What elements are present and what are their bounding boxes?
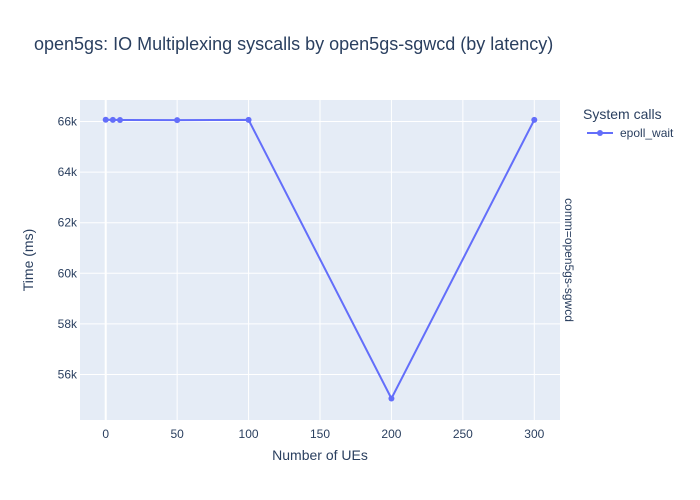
y-tick-label: 66k bbox=[58, 115, 78, 129]
data-point[interactable] bbox=[109, 116, 116, 123]
y-tick-label: 64k bbox=[58, 165, 78, 179]
chart-title: open5gs: IO Multiplexing syscalls by ope… bbox=[34, 34, 553, 54]
x-tick-label: 150 bbox=[310, 427, 330, 441]
data-point[interactable] bbox=[531, 116, 538, 123]
data-point[interactable] bbox=[174, 117, 181, 124]
y-tick-label: 62k bbox=[58, 216, 78, 230]
y-grid bbox=[80, 121, 560, 375]
x-tick-label: 300 bbox=[524, 427, 544, 441]
x-tick-label: 200 bbox=[381, 427, 401, 441]
series-layer bbox=[102, 116, 538, 402]
y-tick-label: 60k bbox=[58, 266, 78, 280]
legend-marker-epoll-wait[interactable] bbox=[597, 130, 603, 136]
y-axis-ticks: 56k 58k 60k 62k 64k 66k bbox=[58, 115, 78, 382]
data-point[interactable] bbox=[388, 395, 395, 402]
y-axis-title: Time (ms) bbox=[20, 229, 36, 291]
x-tick-label: 0 bbox=[102, 427, 109, 441]
x-tick-label: 250 bbox=[453, 427, 473, 441]
legend-label-epoll-wait[interactable]: epoll_wait bbox=[620, 126, 674, 140]
x-tick-label: 50 bbox=[170, 427, 184, 441]
y-tick-label: 58k bbox=[58, 317, 78, 331]
x-tick-label: 100 bbox=[239, 427, 259, 441]
facet-label: comm=open5gs-sgwcd bbox=[562, 198, 576, 322]
data-point[interactable] bbox=[245, 116, 252, 123]
x-axis-ticks: 0 50 100 150 200 250 300 bbox=[102, 427, 544, 441]
legend-title: System calls bbox=[583, 106, 662, 122]
x-axis-title: Number of UEs bbox=[272, 447, 368, 463]
data-point[interactable] bbox=[117, 116, 123, 123]
legend: System calls epoll_wait bbox=[583, 106, 674, 140]
y-tick-label: 56k bbox=[58, 367, 78, 381]
data-point[interactable] bbox=[102, 116, 109, 123]
